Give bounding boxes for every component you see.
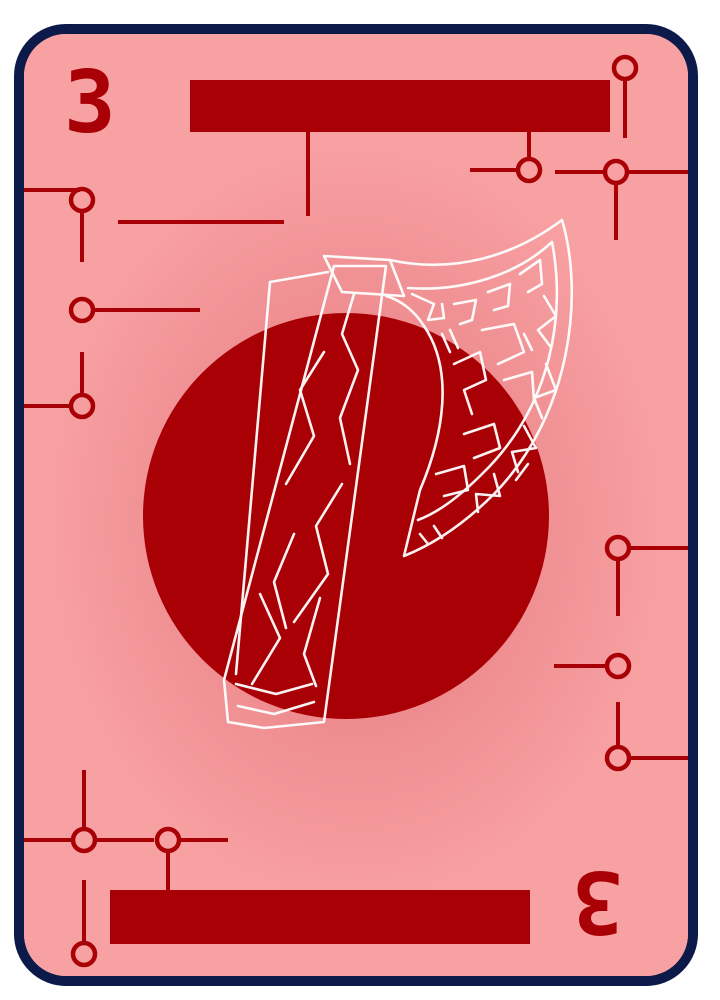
top-banner: [190, 80, 610, 132]
axe-icon: [222, 218, 574, 730]
playing-card[interactable]: 3 3: [14, 24, 698, 986]
rank-top-left: 3: [64, 53, 116, 153]
center-disc: [143, 313, 549, 719]
rank-bottom-right: 3: [572, 851, 624, 951]
circuit-decoration: [24, 54, 688, 968]
card-artwork: [24, 54, 688, 968]
bottom-banner: [110, 890, 530, 944]
